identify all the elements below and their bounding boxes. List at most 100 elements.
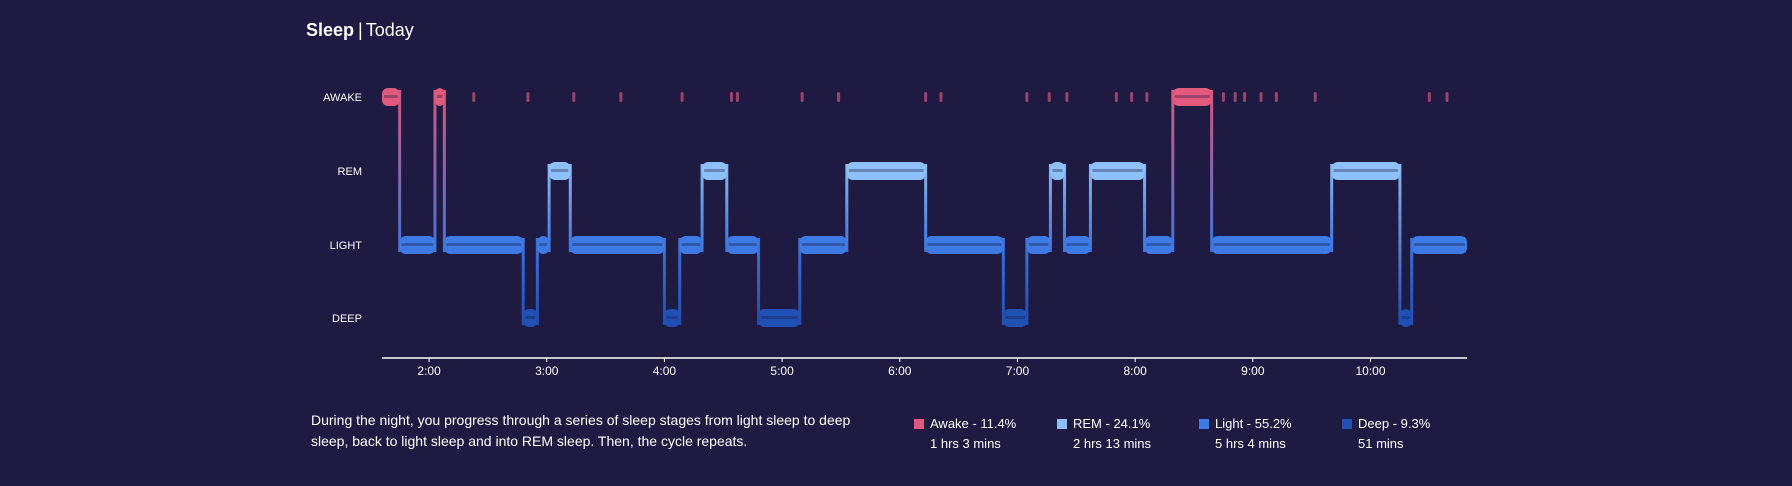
awake-blip (472, 92, 476, 102)
x-tick-label: 10:00 (1355, 364, 1385, 378)
segment-light (570, 236, 665, 254)
awake-blip (1114, 92, 1118, 102)
awake-blip (1445, 92, 1449, 102)
segment-awake (434, 88, 445, 106)
stage-transition (678, 238, 682, 325)
stage-transition (1088, 164, 1092, 252)
x-tick-label: 4:00 (653, 364, 677, 378)
x-tick-label: 6:00 (888, 364, 912, 378)
stage-transition (700, 164, 704, 252)
title-main: Sleep (306, 20, 355, 40)
segment-shade (539, 243, 548, 246)
segment-deep (758, 309, 800, 327)
segment-rem (846, 162, 926, 180)
segment-shade (848, 169, 924, 172)
stage-transition (568, 164, 572, 252)
segment-shade (525, 316, 536, 319)
awake-blip (1047, 92, 1051, 102)
stage-transition (547, 164, 551, 252)
segment-light (1026, 236, 1051, 254)
legend-duration: 51 mins (1358, 436, 1404, 451)
segment-shade (1401, 316, 1410, 319)
stage-transition (1063, 164, 1067, 252)
legend-label: Deep - 9.3% (1358, 416, 1431, 431)
stage-transition (757, 238, 761, 325)
legend-label: Awake - 11.4% (930, 416, 1017, 431)
awake-blip (1243, 92, 1247, 102)
awake-blip (1130, 92, 1134, 102)
stage-transition (535, 238, 539, 325)
legend-swatch-rem (1057, 419, 1067, 429)
segment-rem (549, 162, 571, 180)
x-tick-label: 8:00 (1123, 364, 1147, 378)
stage-transition (1143, 164, 1147, 252)
segment-rem (1090, 162, 1145, 180)
stage-transition (1171, 90, 1175, 252)
stage-transition (798, 238, 802, 325)
segment-light (1211, 236, 1332, 254)
awake-blip (1313, 92, 1317, 102)
segment-deep (1003, 309, 1027, 327)
legend-duration: 5 hrs 4 mins (1215, 436, 1286, 451)
x-tick-label: 5:00 (770, 364, 794, 378)
segment-shade (1066, 243, 1089, 246)
title-period: Today (365, 20, 414, 40)
stage-transition (521, 238, 525, 325)
stage-transition (845, 164, 849, 252)
stage-transition (725, 164, 729, 252)
segment-shade (384, 95, 398, 98)
stage-transition (1410, 238, 1414, 325)
awake-blip (526, 92, 530, 102)
stage-transition (1025, 238, 1029, 325)
segment-shade (401, 243, 433, 246)
segment-shade (760, 316, 798, 319)
stage-transition (662, 238, 666, 325)
awake-blip (924, 92, 928, 102)
segment-shade (1146, 243, 1171, 246)
segment-shade (1413, 243, 1465, 246)
segment-shade (551, 169, 569, 172)
segment-light (925, 236, 1004, 254)
segment-shade (572, 243, 663, 246)
legend-label: Light - 55.2% (1215, 416, 1292, 431)
legend-swatch-light (1199, 419, 1209, 429)
awake-blip (1221, 92, 1225, 102)
legend-duration: 2 hrs 13 mins (1073, 436, 1152, 451)
awake-blip (837, 92, 841, 102)
segment-deep (523, 309, 538, 327)
stage-transition (1398, 164, 1402, 325)
awake-blip (735, 92, 739, 102)
awake-blip (939, 92, 943, 102)
awake-blip (1259, 92, 1263, 102)
awake-blip (1274, 92, 1278, 102)
segment-light (444, 236, 524, 254)
segment-shade (728, 243, 757, 246)
legend-duration: 1 hrs 3 mins (930, 436, 1001, 451)
segment-light (679, 236, 703, 254)
segment-light (1411, 236, 1467, 254)
segment-shade (446, 243, 522, 246)
stage-transition (398, 90, 402, 252)
stage-label-awake: AWAKE (323, 92, 362, 104)
stage-transition (1048, 164, 1052, 252)
segment-light (726, 236, 759, 254)
segment-shade (1092, 169, 1143, 172)
segment-deep (1399, 309, 1412, 327)
stage-label-light: LIGHT (330, 240, 363, 252)
segment-shade (666, 316, 678, 319)
stage-transition (1330, 164, 1334, 252)
segment-shade (801, 243, 845, 246)
stage-label-deep: DEEP (332, 313, 362, 325)
legend-swatch-deep (1342, 419, 1352, 429)
segment-rem (1050, 162, 1065, 180)
segment-shade (1005, 316, 1025, 319)
awake-blip (800, 92, 804, 102)
title-separator: | (358, 20, 363, 40)
x-tick-label: 3:00 (535, 364, 559, 378)
page-title: Sleep | Today (306, 18, 414, 42)
legend-swatch-awake (914, 419, 924, 429)
segment-shade (927, 243, 1002, 246)
segment-shade (436, 95, 443, 98)
segment-deep (664, 309, 680, 327)
